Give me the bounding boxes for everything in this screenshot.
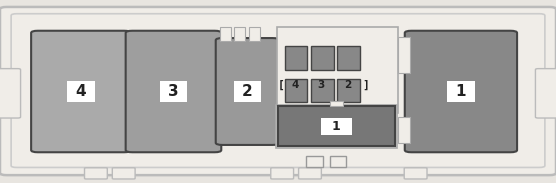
FancyBboxPatch shape [0, 69, 21, 118]
Text: [: [ [277, 80, 284, 90]
Bar [398, 37, 410, 73]
FancyBboxPatch shape [405, 31, 517, 152]
FancyBboxPatch shape [31, 31, 131, 152]
Text: 4: 4 [291, 80, 299, 90]
Bar [220, 27, 231, 41]
Bar [249, 27, 260, 41]
Bar [277, 27, 398, 113]
FancyBboxPatch shape [126, 31, 221, 152]
Bar [67, 81, 95, 102]
Text: 2: 2 [344, 80, 351, 90]
FancyBboxPatch shape [299, 168, 321, 179]
Bar [278, 106, 395, 146]
Text: 1: 1 [456, 84, 466, 99]
FancyBboxPatch shape [216, 38, 279, 145]
Text: ]: ] [362, 80, 369, 90]
Text: 3: 3 [168, 84, 179, 99]
Bar [311, 79, 334, 102]
Bar [160, 81, 187, 102]
Bar [311, 46, 334, 70]
FancyBboxPatch shape [271, 168, 294, 179]
Bar [306, 156, 323, 167]
Bar [337, 46, 360, 70]
FancyBboxPatch shape [85, 168, 107, 179]
Bar [337, 79, 360, 102]
Bar [330, 156, 346, 167]
FancyBboxPatch shape [404, 168, 427, 179]
Text: 1: 1 [332, 120, 341, 133]
Bar [330, 101, 343, 106]
FancyBboxPatch shape [11, 14, 545, 167]
Bar [321, 118, 352, 135]
FancyBboxPatch shape [0, 7, 556, 175]
Bar [234, 81, 261, 102]
Bar [234, 27, 245, 41]
FancyBboxPatch shape [535, 69, 556, 118]
FancyBboxPatch shape [112, 168, 135, 179]
Bar [447, 81, 475, 102]
Bar [398, 117, 410, 143]
Text: 4: 4 [76, 84, 86, 99]
Bar [285, 46, 307, 70]
Bar [285, 79, 307, 102]
Text: 2: 2 [242, 84, 253, 99]
Bar [276, 105, 397, 148]
Text: 3: 3 [317, 80, 325, 90]
